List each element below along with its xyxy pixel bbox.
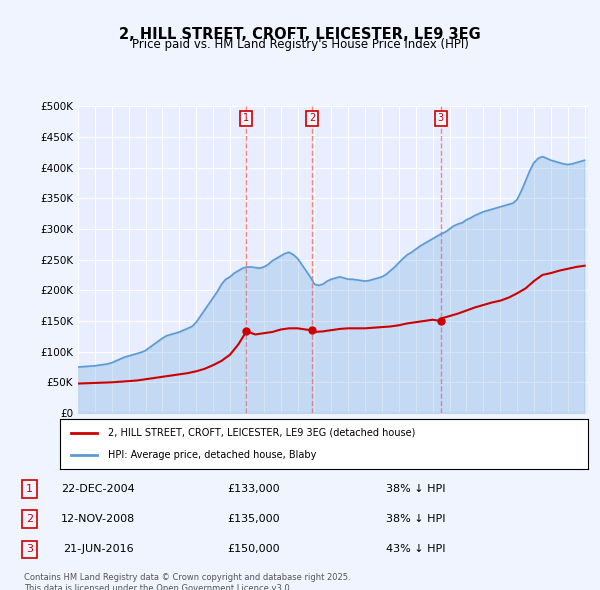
Text: HPI: Average price, detached house, Blaby: HPI: Average price, detached house, Blab… <box>107 450 316 460</box>
Text: 22-DEC-2004: 22-DEC-2004 <box>62 484 135 494</box>
Text: 38% ↓ HPI: 38% ↓ HPI <box>386 514 446 524</box>
Text: 2, HILL STREET, CROFT, LEICESTER, LE9 3EG: 2, HILL STREET, CROFT, LEICESTER, LE9 3E… <box>119 27 481 41</box>
Text: 2: 2 <box>26 514 33 524</box>
Text: £150,000: £150,000 <box>227 545 280 555</box>
Text: 38% ↓ HPI: 38% ↓ HPI <box>386 484 446 494</box>
Text: 21-JUN-2016: 21-JUN-2016 <box>63 545 134 555</box>
Text: 12-NOV-2008: 12-NOV-2008 <box>61 514 136 524</box>
Text: 2: 2 <box>309 113 316 123</box>
Text: 43% ↓ HPI: 43% ↓ HPI <box>386 545 446 555</box>
Text: Price paid vs. HM Land Registry's House Price Index (HPI): Price paid vs. HM Land Registry's House … <box>131 38 469 51</box>
Text: 2, HILL STREET, CROFT, LEICESTER, LE9 3EG (detached house): 2, HILL STREET, CROFT, LEICESTER, LE9 3E… <box>107 428 415 438</box>
Text: 3: 3 <box>437 113 443 123</box>
Text: 3: 3 <box>26 545 33 555</box>
Text: 1: 1 <box>244 113 250 123</box>
Text: Contains HM Land Registry data © Crown copyright and database right 2025.
This d: Contains HM Land Registry data © Crown c… <box>24 573 350 590</box>
Text: £133,000: £133,000 <box>227 484 280 494</box>
Text: 1: 1 <box>26 484 33 494</box>
Text: £135,000: £135,000 <box>227 514 280 524</box>
